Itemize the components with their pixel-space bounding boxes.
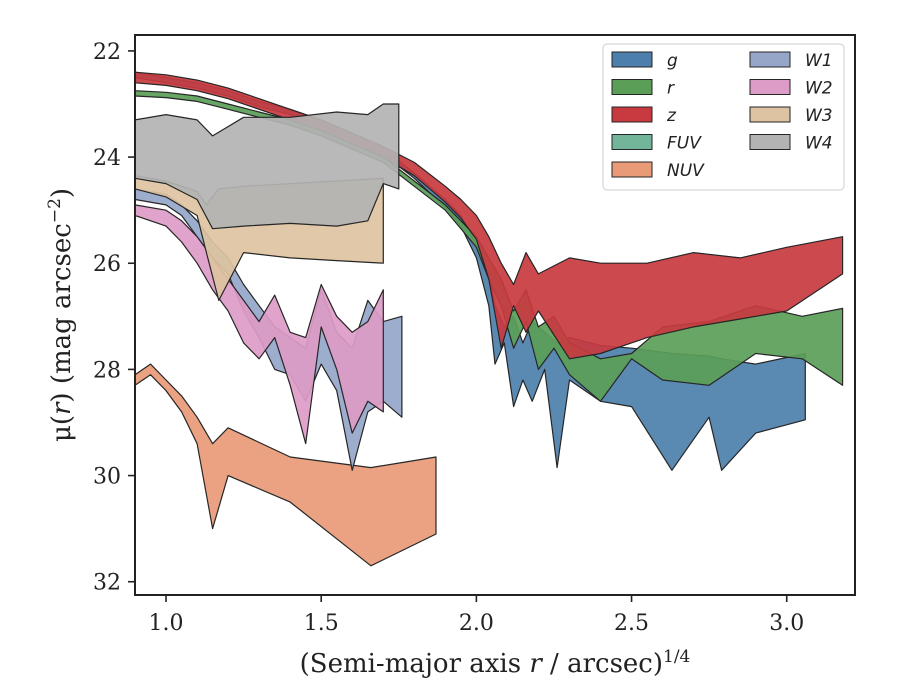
- legend-label-nuv: NUV: [667, 161, 705, 181]
- legend-label-fuv: FUV: [667, 134, 702, 154]
- legend-swatch-w3: [749, 106, 791, 123]
- x-tick-label: 2.0: [459, 611, 494, 636]
- legend-swatch-nuv: [611, 161, 653, 178]
- legend-label-z: z: [666, 106, 677, 126]
- y-tick-label: 22: [93, 40, 121, 65]
- legend-swatch-w2: [749, 79, 791, 95]
- y-tick-label: 26: [93, 252, 121, 277]
- legend: grz FUV NUV W1 W2 W3 W4: [602, 43, 845, 191]
- legend-label-w1: W1: [805, 51, 833, 71]
- plot-frame: [134, 34, 856, 596]
- y-tick-label: 30: [93, 465, 121, 490]
- y-axis-label-variable: r: [47, 401, 77, 415]
- y-tick-label: 24: [93, 146, 121, 171]
- y-tick-label: 32: [93, 571, 121, 596]
- y-tick-label: 28: [93, 358, 121, 383]
- y-axis-label: μ(r) (mag arcsec−2): [45, 188, 77, 442]
- legend-label-w2: W2: [805, 79, 833, 99]
- x-tick-label: 1.0: [149, 611, 184, 636]
- x-axis-label-variable: r: [529, 649, 543, 679]
- legend-swatch-z: [611, 106, 653, 123]
- legend-label-w4: W4: [805, 134, 833, 154]
- series-areas: [135, 71, 844, 567]
- x-axis-label: (Semi-major axis r / arcsec)1/4: [300, 647, 691, 679]
- legend-label-g: g: [667, 51, 678, 71]
- x-axis: 1.0 1.5 2.0 2.5 3.0: [149, 595, 804, 636]
- series-area-nuv: [135, 363, 437, 567]
- y-axis-label-exponent: −2: [45, 198, 65, 223]
- legend-swatch-w4: [749, 134, 791, 150]
- y-axis-label-main: μ(r) (mag arcsec: [47, 223, 77, 442]
- y-axis: 22 24 26 28 30 32: [93, 40, 135, 596]
- legend-label-r: r: [667, 79, 675, 99]
- x-axis-label-main: (Semi-major axis r / arcsec): [300, 649, 663, 679]
- legend-swatch-r: [611, 79, 653, 95]
- y-axis-label-close: ): [47, 188, 77, 198]
- legend-swatch-fuv: [611, 134, 653, 150]
- legend-label-w3: W3: [805, 106, 833, 126]
- x-tick-label: 3.0: [769, 611, 804, 636]
- x-axis-label-exponent: 1/4: [663, 647, 690, 667]
- x-tick-label: 2.5: [614, 611, 649, 636]
- legend-swatch-w1: [749, 51, 791, 68]
- series-area-w4: [135, 103, 400, 230]
- legend-swatch-g: [611, 51, 653, 68]
- x-tick-label: 1.5: [304, 611, 339, 636]
